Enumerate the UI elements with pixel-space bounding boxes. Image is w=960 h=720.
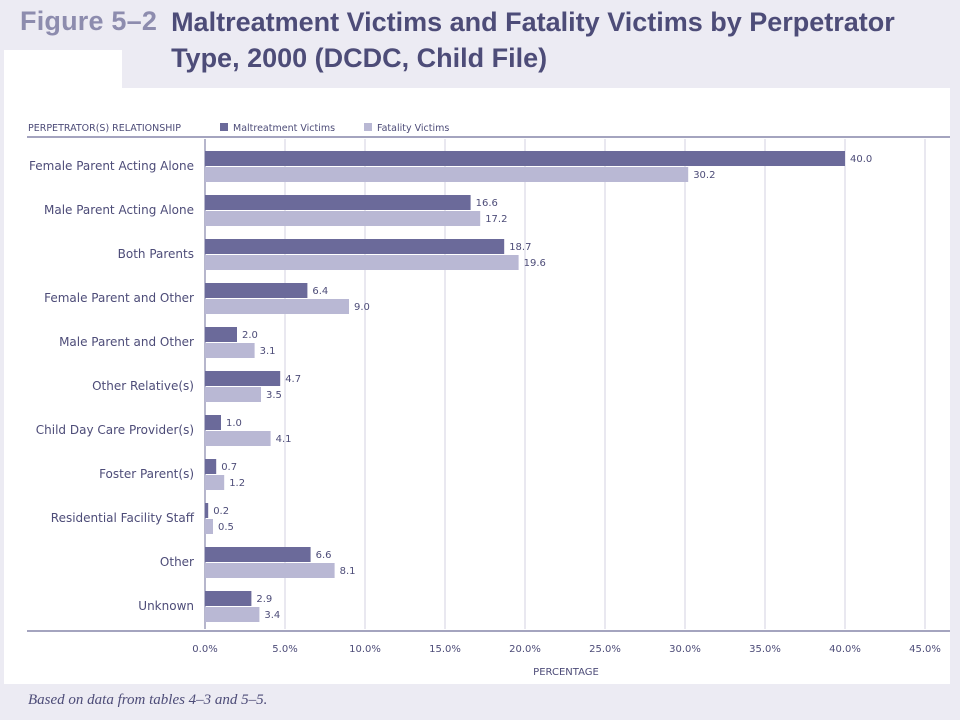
bar-fatality — [205, 607, 260, 622]
category-label: Male Parent and Other — [59, 335, 194, 349]
data-label: 4.1 — [276, 434, 292, 445]
panel-tab — [4, 50, 122, 90]
category-label: Other — [160, 555, 194, 569]
x-tick-labels: 0.0% 5.0% 10.0% 15.0% 20.0% 25.0% 30.0% 35.0% 40… — [192, 644, 941, 655]
category-label: Residential Facility Staff — [51, 511, 195, 525]
data-label: 3.1 — [260, 346, 276, 357]
x-tick-label: 15.0% — [429, 644, 461, 655]
legend-swatch-maltreatment — [220, 123, 228, 131]
bar-maltreatment — [205, 371, 281, 386]
category-label: Unknown — [138, 599, 194, 613]
x-tick-label: 30.0% — [669, 644, 701, 655]
category-label: Female Parent and Other — [44, 291, 194, 305]
x-tick-label: 40.0% — [829, 644, 861, 655]
category-label: Other Relative(s) — [92, 379, 194, 393]
data-label: 40.0 — [850, 154, 872, 165]
category-label: Child Day Care Provider(s) — [36, 423, 194, 437]
data-label: 3.4 — [264, 610, 280, 621]
category-label: Male Parent Acting Alone — [44, 203, 194, 217]
data-label: 2.0 — [242, 330, 258, 341]
x-tick-label: 20.0% — [509, 644, 541, 655]
category-label: Both Parents — [118, 247, 194, 261]
legend-title: PERPETRATOR(S) RELATIONSHIP — [28, 123, 181, 134]
data-label: 4.7 — [285, 374, 301, 385]
bar-maltreatment — [205, 239, 505, 254]
bar-fatality — [205, 255, 519, 270]
data-label: 0.7 — [221, 462, 237, 473]
bar-maltreatment — [205, 415, 221, 430]
data-label: 9.0 — [354, 302, 370, 313]
data-label: 0.2 — [213, 506, 229, 517]
header-band — [0, 0, 960, 88]
x-axis-label: PERCENTAGE — [533, 667, 599, 678]
legend-swatch-fatality — [364, 123, 372, 131]
data-label: 3.5 — [266, 390, 282, 401]
bar-maltreatment — [205, 459, 217, 474]
bar-maltreatment — [205, 195, 471, 210]
bar-maltreatment — [205, 327, 237, 342]
bar-fatality — [205, 299, 349, 314]
category-label: Female Parent Acting Alone — [29, 159, 194, 173]
figure-label: Figure 5–2 — [20, 6, 158, 36]
footnote: Based on data from tables 4–3 and 5–5. — [28, 692, 268, 708]
bar-fatality — [205, 519, 213, 534]
bar-maltreatment — [205, 503, 209, 518]
bar-maltreatment — [205, 151, 845, 166]
data-label: 8.1 — [340, 566, 356, 577]
data-label: 6.6 — [316, 550, 332, 561]
bar-maltreatment — [205, 591, 252, 606]
bar-fatality — [205, 387, 261, 402]
category-label: Foster Parent(s) — [99, 467, 194, 481]
data-label: 1.0 — [226, 418, 242, 429]
bar-fatality — [205, 563, 335, 578]
legend: PERPETRATOR(S) RELATIONSHIP Maltreatment… — [28, 123, 449, 134]
bar-fatality — [205, 167, 689, 182]
chart-panel — [4, 88, 950, 684]
bar-maltreatment — [205, 283, 308, 298]
figure-title: Maltreatment Victims and Fatality Victim… — [171, 7, 895, 73]
bar-fatality — [205, 343, 255, 358]
x-tick-label: 25.0% — [589, 644, 621, 655]
data-label: 30.2 — [693, 170, 715, 181]
x-tick-label: 5.0% — [272, 644, 297, 655]
x-tick-label: 35.0% — [749, 644, 781, 655]
bar-maltreatment — [205, 547, 311, 562]
data-label: 2.9 — [256, 594, 272, 605]
x-tick-label: 10.0% — [349, 644, 381, 655]
x-tick-label: 0.0% — [192, 644, 217, 655]
legend-label-maltreatment: Maltreatment Victims — [233, 123, 335, 134]
data-label: 0.5 — [218, 522, 234, 533]
bar-fatality — [205, 475, 225, 490]
data-label: 6.4 — [312, 286, 328, 297]
data-label: 18.7 — [509, 242, 531, 253]
data-label: 17.2 — [485, 214, 507, 225]
bars: Female Parent Acting Alone 40.0 30.2 Male P… — [29, 151, 872, 622]
title-row: Figure 5–2 Maltreatment Victims and Fata… — [20, 6, 951, 76]
data-label: 1.2 — [229, 478, 245, 489]
bar-fatality — [205, 431, 271, 446]
legend-label-fatality: Fatality Victims — [377, 123, 449, 134]
data-label: 16.6 — [476, 198, 498, 209]
x-tick-label: 45.0% — [909, 644, 941, 655]
bar-fatality — [205, 211, 481, 226]
data-label: 19.6 — [524, 258, 546, 269]
